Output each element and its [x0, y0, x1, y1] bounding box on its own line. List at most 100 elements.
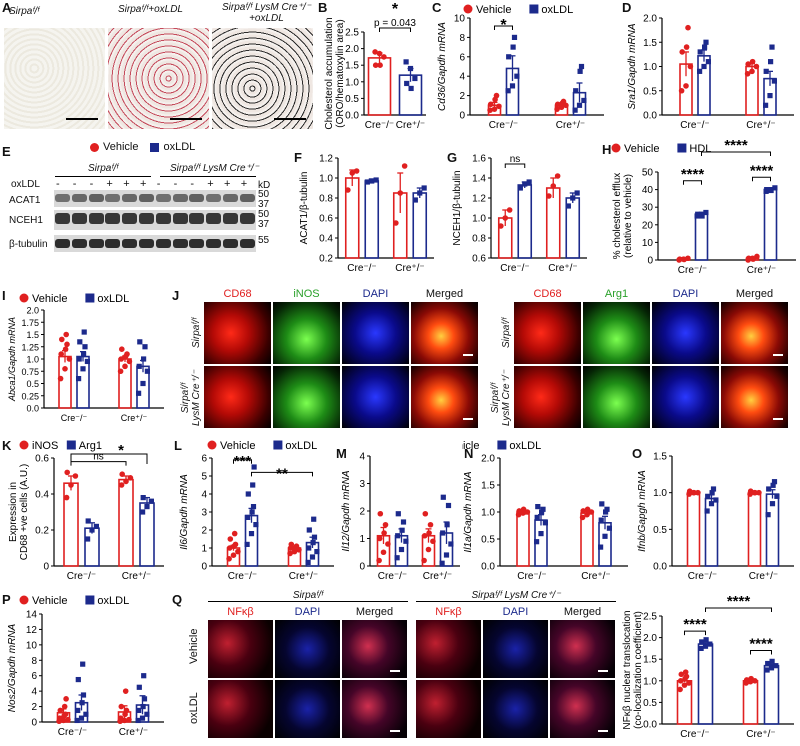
- data-point: [687, 63, 694, 70]
- y-tick-label: 0.4: [35, 490, 49, 501]
- data-point: [401, 163, 408, 169]
- data-point: [439, 560, 445, 566]
- blot-sign: -: [72, 178, 77, 190]
- data-point: [487, 101, 494, 108]
- y-tick-label: 0: [43, 562, 49, 573]
- x-tick-label: Cre⁻/⁻: [678, 265, 707, 276]
- j-channel-label: Merged: [425, 288, 464, 300]
- j-fluorescence-image: [273, 302, 340, 364]
- data-point: [491, 106, 498, 112]
- data-point: [539, 509, 545, 515]
- x-tick-label: Cre⁻/⁻: [680, 120, 709, 131]
- data-point: [140, 495, 146, 501]
- j-fluorescence-image: [514, 302, 581, 364]
- data-point: [76, 356, 82, 362]
- data-point: [697, 68, 703, 74]
- data-point: [570, 195, 576, 201]
- data-point: [704, 508, 710, 514]
- y-axis-label: Il1a/Gapdh mRNA: [463, 471, 474, 552]
- y-tick-label: 2.0: [643, 14, 657, 25]
- b-sig: p = 0.043: [374, 18, 416, 29]
- legend-vehicle-label: Vehicle: [103, 141, 139, 153]
- data-point: [710, 486, 717, 492]
- j-channel-label: iNOS: [293, 288, 320, 300]
- data-point: [427, 521, 434, 528]
- chart-k: 0 0.2 0.4 0.6 Expression in CD68 +ve cells (A…: [8, 440, 164, 582]
- data-point: [144, 368, 150, 374]
- data-point: [681, 682, 688, 688]
- blot-band: [239, 194, 255, 202]
- x-tick-label: Cre⁺/⁻: [548, 263, 577, 274]
- data-point: [59, 336, 65, 343]
- q-fluorescence-image: [550, 620, 615, 678]
- blot-band: [155, 239, 171, 248]
- data-point: [144, 504, 150, 510]
- q-fluorescence-image: [342, 680, 407, 738]
- data-point: [377, 510, 384, 517]
- data-point: [522, 181, 528, 187]
- panel-label-d: D: [622, 0, 632, 15]
- y-tick-label: 1.0: [481, 508, 495, 519]
- data-point: [763, 68, 769, 74]
- data-point: [686, 488, 693, 494]
- data-point: [141, 356, 147, 362]
- data-point: [74, 717, 80, 724]
- j-fluorescence-image: [204, 302, 271, 364]
- blot-band: [155, 213, 171, 224]
- data-point: [314, 549, 320, 555]
- data-point: [148, 498, 154, 504]
- data-point: [554, 173, 561, 179]
- bar: [763, 664, 780, 725]
- blot-band: [189, 213, 205, 224]
- scale-bar: [390, 730, 400, 732]
- y-tick-label: 8: [31, 656, 37, 667]
- chart-h: 0 10 20 30 40 50 % cholesterol efflux (relative…: [611, 137, 796, 276]
- data-point: [516, 508, 522, 514]
- y-axis-label: Il12/Gapdh mRNA: [341, 470, 352, 551]
- data-point: [679, 49, 685, 55]
- y-tick-label: 6: [459, 52, 465, 63]
- data-point: [293, 543, 300, 549]
- j-fluorescence-image: [342, 366, 409, 428]
- data-point: [93, 523, 99, 529]
- data-point: [773, 663, 779, 669]
- blot-band: [88, 194, 104, 202]
- panel-label-l: L: [174, 438, 182, 453]
- bar: [517, 184, 533, 259]
- data-point: [136, 363, 142, 369]
- data-point: [440, 530, 446, 536]
- data-point: [250, 504, 257, 510]
- data-point: [118, 356, 124, 362]
- b-star: *: [392, 2, 399, 18]
- data-point: [702, 44, 708, 50]
- data-point: [763, 102, 769, 108]
- bar: [686, 491, 701, 567]
- y-tick-label: 0.5: [643, 86, 657, 97]
- y-tick-label: 1: [201, 544, 207, 555]
- y-tick-label: 0.5: [345, 94, 359, 105]
- data-point: [691, 489, 697, 496]
- q-fluorescence-image: [208, 680, 273, 738]
- blot-tubulin: [54, 235, 256, 252]
- q-genotype-label: Sirpaᶠ/ᶠ LysM Cre⁺/⁻: [416, 590, 616, 602]
- y-tick-label: 0.2: [319, 254, 333, 265]
- y-tick-label: 0: [31, 718, 37, 729]
- data-point: [81, 329, 87, 335]
- j-fluorescence-image: [721, 302, 788, 364]
- data-point: [681, 256, 687, 263]
- blot-geno-1-line: [55, 176, 151, 177]
- y-tick-label: 2.0: [26, 306, 39, 316]
- data-point: [393, 220, 399, 226]
- data-point: [538, 531, 544, 537]
- data-point: [769, 501, 776, 507]
- y-tick-label: 0.0: [643, 720, 657, 731]
- blot-kd-label: kD: [258, 180, 271, 191]
- data-point: [769, 658, 775, 664]
- data-point: [119, 346, 125, 352]
- data-point: [232, 541, 239, 548]
- data-point: [709, 490, 715, 496]
- data-point: [309, 554, 316, 560]
- j-fluorescence-image: [721, 366, 788, 428]
- data-point: [769, 44, 775, 50]
- x-tick-label: Cre⁻/⁻: [517, 571, 546, 582]
